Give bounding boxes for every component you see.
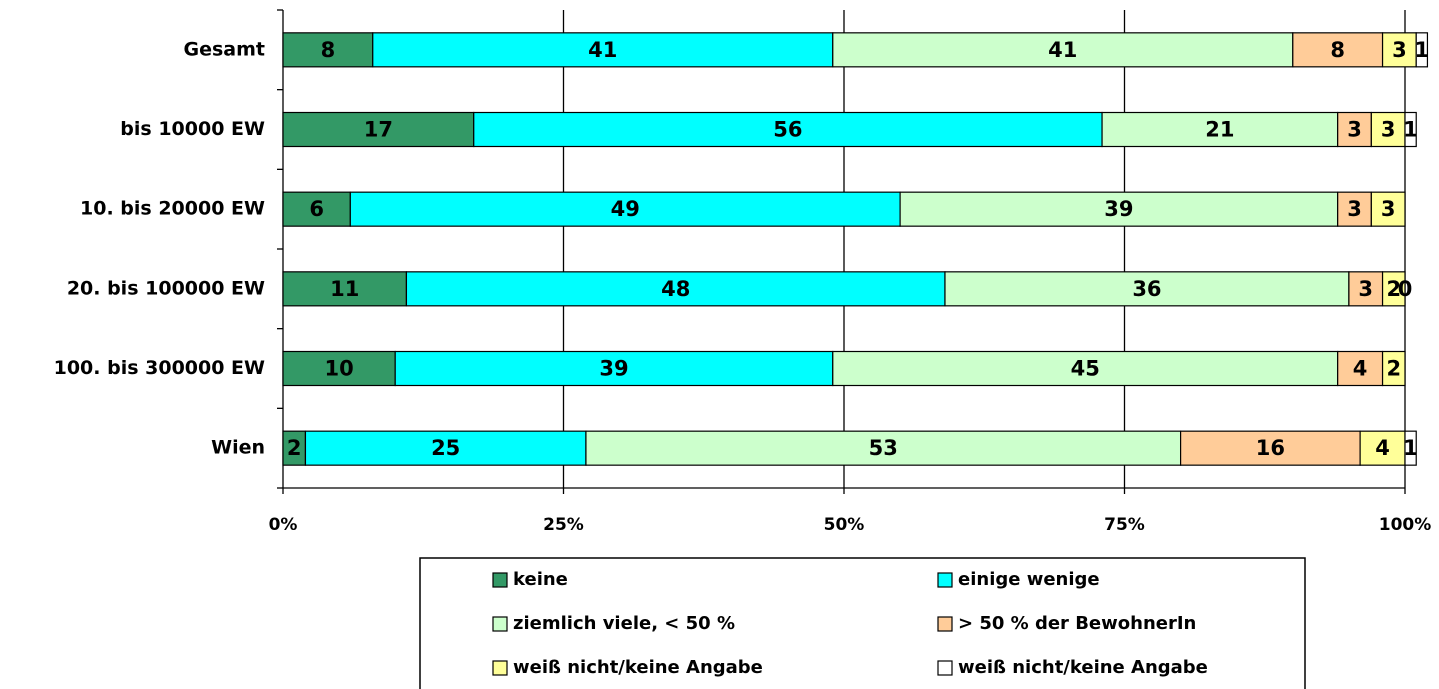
data-label: 1 — [1403, 118, 1418, 142]
bar-segment — [899, 191, 1339, 227]
data-label: 21 — [1205, 118, 1234, 142]
data-label: 3 — [1381, 118, 1396, 142]
x-tick-label: 50% — [824, 515, 865, 535]
bar-segment — [1337, 111, 1372, 148]
x-tick-label: 0% — [269, 515, 298, 535]
bar-segment — [1381, 271, 1406, 307]
data-label: 11 — [330, 277, 359, 301]
bar-segment — [282, 111, 475, 148]
bar-segment — [349, 191, 901, 227]
bar-segment — [1370, 191, 1406, 227]
y-tick-label: bis 10000 EW — [120, 118, 265, 140]
x-tick-label: 100% — [1379, 515, 1432, 535]
data-label: 41 — [1048, 38, 1077, 62]
data-label: 17 — [364, 118, 393, 142]
bar-segment — [1404, 111, 1417, 148]
data-label: 49 — [611, 197, 640, 221]
legend-swatch — [492, 616, 508, 632]
data-label: 3 — [1392, 38, 1407, 62]
bar-segment — [372, 32, 834, 68]
bar-segment — [304, 430, 587, 466]
data-label: 56 — [773, 118, 802, 142]
y-tick-label: 20. bis 100000 EW — [67, 277, 265, 299]
y-tick-label: Wien — [211, 437, 265, 459]
legend-label: ziemlich viele, < 50 % — [513, 613, 735, 634]
bar-segment — [1359, 430, 1406, 466]
bar-segment — [1381, 350, 1406, 387]
legend-box — [419, 557, 1306, 689]
y-tick-label: Gesamt — [184, 38, 266, 60]
data-label: 1 — [1415, 38, 1430, 62]
legend-label: weiß nicht/keine Angabe — [958, 657, 1208, 678]
y-tick-label: 10. bis 20000 EW — [80, 198, 265, 220]
bar-segment — [944, 271, 1350, 307]
data-label: 2 — [1386, 277, 1401, 301]
data-label: 4 — [1353, 357, 1368, 381]
data-label: 41 — [588, 38, 617, 62]
bar-segment — [1404, 430, 1417, 466]
legend-label: keine — [513, 569, 568, 590]
data-label: 3 — [1381, 197, 1396, 221]
data-label: 48 — [661, 277, 690, 301]
legend-label: > 50 % der BewohnerIn — [958, 613, 1196, 634]
bar-segment — [282, 350, 396, 387]
x-tick-label: 25% — [543, 515, 584, 535]
x-tick-label: 75% — [1104, 515, 1145, 535]
bar-segment — [282, 191, 351, 227]
data-label: 1 — [1403, 436, 1418, 460]
data-label: 8 — [1330, 38, 1345, 62]
legend-swatch — [937, 660, 953, 676]
bar-segment — [1370, 111, 1406, 148]
legend-swatch — [492, 572, 508, 588]
bar-segment — [1292, 32, 1384, 68]
bar-segment — [1348, 271, 1384, 307]
data-label: 39 — [1104, 197, 1133, 221]
bar-segment — [282, 32, 374, 68]
bar-segment — [1337, 191, 1372, 227]
data-label: 16 — [1256, 436, 1285, 460]
data-label: 2 — [1386, 357, 1401, 381]
data-label: 45 — [1071, 357, 1100, 381]
bar-segment — [394, 350, 834, 387]
data-label: 0 — [1398, 277, 1413, 301]
data-label: 39 — [599, 357, 628, 381]
legend-swatch — [492, 660, 508, 676]
bar-segment — [832, 32, 1294, 68]
data-label: 36 — [1132, 277, 1161, 301]
bar-segment — [1415, 32, 1429, 68]
legend-swatch — [937, 572, 953, 588]
bar-segment — [473, 111, 1103, 148]
data-label: 8 — [321, 38, 336, 62]
y-tick-label: 100. bis 300000 EW — [54, 357, 265, 379]
data-label: 4 — [1375, 436, 1390, 460]
bar-segment — [282, 271, 408, 307]
data-label: 3 — [1358, 277, 1373, 301]
data-label: 6 — [309, 197, 324, 221]
legend-label: einige wenige — [958, 569, 1100, 590]
data-label: 2 — [287, 436, 302, 460]
bar-segment — [1337, 350, 1384, 387]
legend-swatch — [937, 616, 953, 632]
data-label: 3 — [1347, 197, 1362, 221]
data-label: 53 — [869, 436, 898, 460]
data-label: 25 — [431, 436, 460, 460]
data-label: 3 — [1347, 118, 1362, 142]
bar-segment — [832, 350, 1339, 387]
data-label: 10 — [324, 357, 353, 381]
legend-label: weiß nicht/keine Angabe — [513, 657, 763, 678]
